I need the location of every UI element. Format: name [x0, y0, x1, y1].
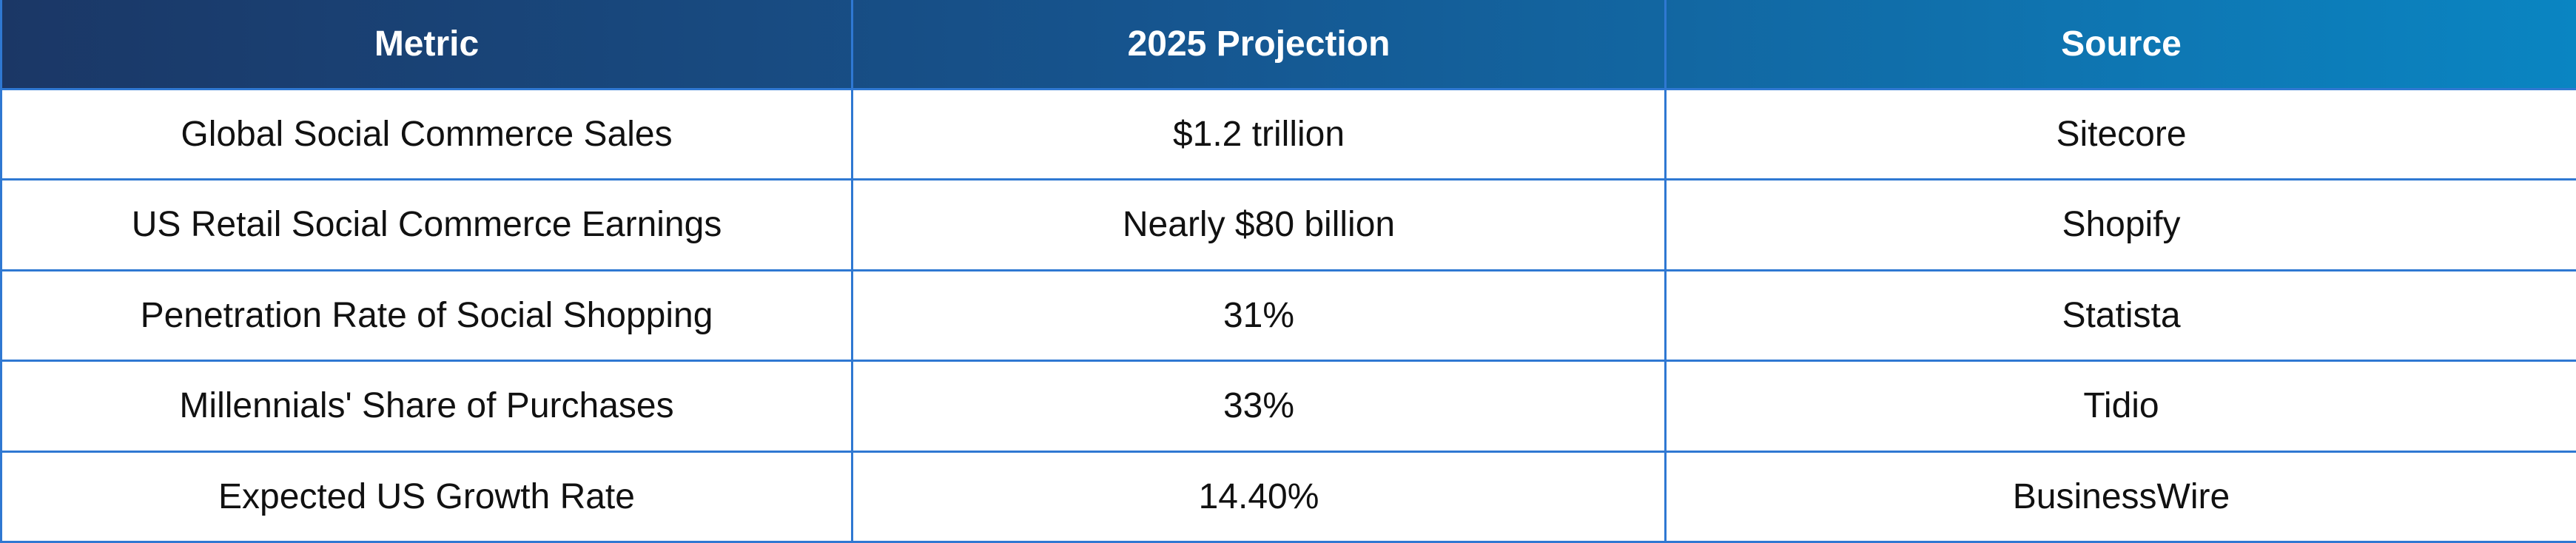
- column-header-source: Source: [1664, 0, 2576, 89]
- table-row: Global Social Commerce Sales $1.2 trilli…: [0, 87, 2576, 181]
- metric-cell: Expected US Growth Rate: [0, 450, 853, 543]
- metric-cell: Penetration Rate of Social Shopping: [0, 269, 853, 362]
- metric-cell: Global Social Commerce Sales: [0, 87, 853, 181]
- projection-cell: Nearly $80 billion: [851, 178, 1667, 272]
- table-row: Penetration Rate of Social Shopping 31% …: [0, 269, 2576, 362]
- projection-cell: 33%: [851, 360, 1667, 453]
- source-cell: Sitecore: [1664, 87, 2576, 181]
- projection-cell: $1.2 trillion: [851, 87, 1667, 181]
- source-cell: BusinessWire: [1664, 450, 2576, 543]
- table-row: US Retail Social Commerce Earnings Nearl…: [0, 178, 2576, 272]
- metric-cell: US Retail Social Commerce Earnings: [0, 178, 853, 272]
- table-header-row: Metric 2025 Projection Source: [0, 0, 2576, 89]
- source-cell: Tidio: [1664, 360, 2576, 453]
- source-cell: Shopify: [1664, 178, 2576, 272]
- table-row: Expected US Growth Rate 14.40% BusinessW…: [0, 450, 2576, 543]
- source-cell: Statista: [1664, 269, 2576, 362]
- column-header-metric: Metric: [0, 0, 853, 89]
- metric-cell: Millennials' Share of Purchases: [0, 360, 853, 453]
- column-header-projection: 2025 Projection: [851, 0, 1667, 89]
- table-row: Millennials' Share of Purchases 33% Tidi…: [0, 360, 2576, 453]
- projection-cell: 31%: [851, 269, 1667, 362]
- projection-cell: 14.40%: [851, 450, 1667, 543]
